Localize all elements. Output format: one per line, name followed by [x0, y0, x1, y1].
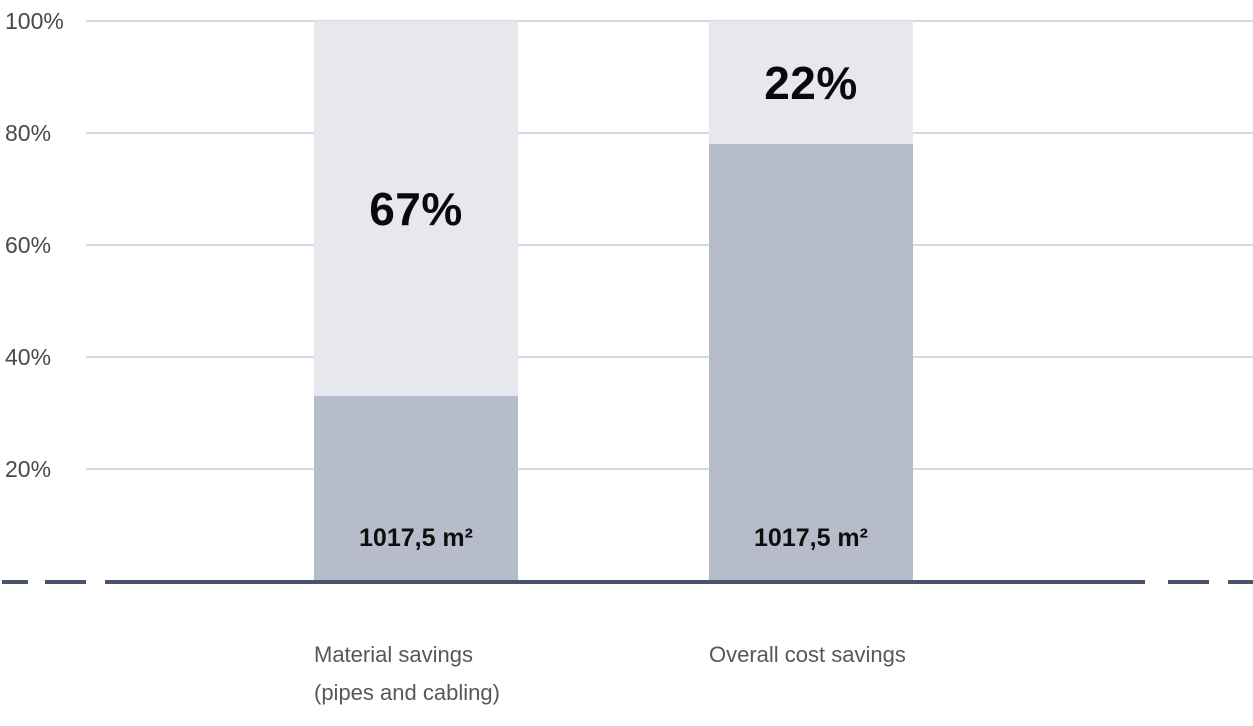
axis-line-segment: [1168, 580, 1209, 584]
axis-line-segment: [2, 580, 28, 584]
axis-line-segment: [1228, 580, 1253, 584]
bar2-savings-segment: 22%: [709, 21, 913, 145]
gridline: [86, 244, 1253, 246]
gridline: [86, 20, 1253, 22]
bar1-area-label: 1017,5 m²: [359, 523, 473, 552]
axis-line-segment: [105, 580, 1145, 584]
bar-material-savings: 67% 1017,5 m²: [314, 21, 518, 581]
y-axis-tick-label: 20%: [5, 456, 52, 482]
category-label-line: Overall cost savings: [709, 642, 906, 667]
bar1-percentage-label: 67%: [369, 182, 463, 235]
axis-line-segment: [45, 580, 86, 584]
bar2-percentage-label: 22%: [764, 56, 858, 109]
y-axis-tick-label: 40%: [5, 344, 52, 370]
plot-area: 67% 1017,5 m² 22% 1017,5 m² 100% 80% 60% 40…: [0, 8, 1253, 584]
y-axis-tick-label: 60%: [5, 232, 52, 258]
category-label-material-savings: Material savings (pipes and cabling): [314, 636, 634, 712]
category-label-line: (pipes and cabling): [314, 680, 500, 705]
y-axis-tick-label: 80%: [5, 120, 52, 146]
bar1-savings-segment: 67%: [314, 21, 518, 397]
gridline: [86, 132, 1253, 134]
bar2-area-label: 1017,5 m²: [754, 523, 868, 552]
bar-overall-cost-savings: 22% 1017,5 m²: [709, 21, 913, 581]
gridline: [86, 468, 1253, 470]
category-label-overall-cost-savings: Overall cost savings: [709, 636, 1029, 674]
bar1-remaining-segment: 1017,5 m²: [314, 396, 518, 581]
category-label-line: Material savings: [314, 642, 473, 667]
bar2-remaining-segment: 1017,5 m²: [709, 144, 913, 581]
gridline: [86, 356, 1253, 358]
y-axis-tick-label: 100%: [5, 8, 64, 34]
x-axis-line: [2, 580, 1253, 584]
